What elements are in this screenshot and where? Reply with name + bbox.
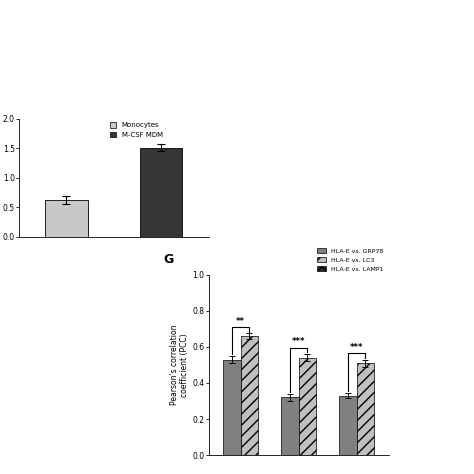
Text: **: ** [236, 317, 245, 326]
Text: G: G [164, 253, 174, 266]
Legend: HLA-E vs. GRP78, HLA-E vs. LC3, HLA-E vs. LAMP1: HLA-E vs. GRP78, HLA-E vs. LC3, HLA-E vs… [314, 246, 385, 274]
Bar [45, 200, 88, 237]
Bar [240, 336, 258, 455]
Bar [140, 147, 182, 237]
Bar [299, 358, 316, 455]
Text: **: ** [156, 131, 166, 140]
Text: ***: *** [292, 337, 305, 346]
Legend: Monocytes, M-CSF MDM: Monocytes, M-CSF MDM [107, 119, 166, 141]
Bar [223, 360, 240, 455]
Bar [339, 396, 357, 455]
Text: ***: *** [350, 343, 364, 352]
Bar [357, 363, 374, 455]
Bar [281, 397, 299, 455]
Y-axis label: Pearson's correlation
coefficient (PCC): Pearson's correlation coefficient (PCC) [170, 325, 190, 405]
